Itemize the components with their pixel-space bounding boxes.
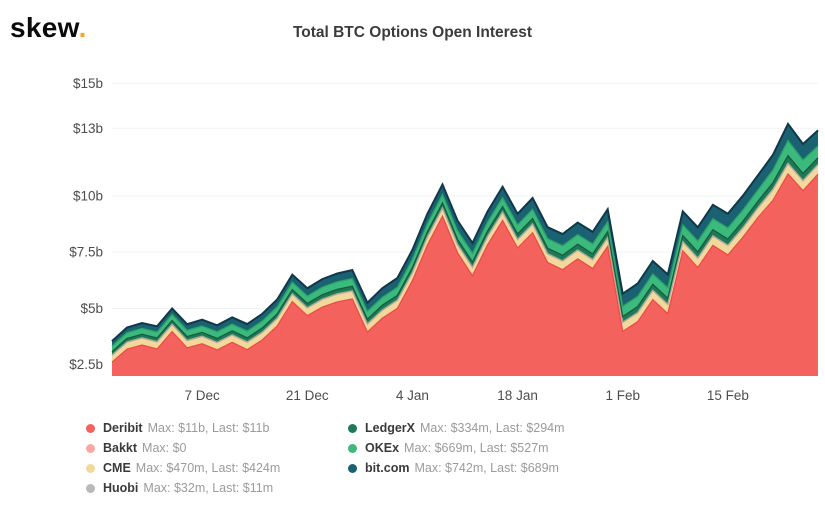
logo-text: skew <box>10 12 79 43</box>
legend-series-name: Huobi <box>103 481 139 495</box>
legend-series-stats: Max: $11b, Last: $11b <box>147 421 270 435</box>
logo-dot: . <box>78 12 87 43</box>
y-axis-tick-label: $13b <box>73 121 103 136</box>
legend-series-stats: Max: $669m, Last: $527m <box>404 441 549 455</box>
legend-series-name: bit.com <box>365 461 410 475</box>
edge-huobi <box>111 162 819 356</box>
x-axis-tick-label: 18 Jan <box>497 388 538 403</box>
legend-column-1: Deribit Max: $11b, Last: $11b Bakkt Max: $0… <box>86 420 348 496</box>
legend-item-cme[interactable]: CME Max: $470m, Last: $424m <box>86 460 348 476</box>
legend-series-name: CME <box>103 461 131 475</box>
edge-ledgerx <box>111 154 819 353</box>
edge-bit.com <box>111 121 819 342</box>
legend-item-okex[interactable]: OKEx Max: $669m, Last: $527m <box>348 440 565 456</box>
chart-title: Total BTC Options Open Interest <box>292 24 533 41</box>
x-axis-tick-label: 21 Dec <box>286 388 329 403</box>
legend-swatch-icon <box>86 443 95 453</box>
legend-swatch-icon <box>86 423 95 433</box>
legend: Deribit Max: $11b, Last: $11b Bakkt Max: $0… <box>0 410 825 496</box>
x-axis-tick-label: 4 Jan <box>396 388 429 403</box>
legend-item-deribit[interactable]: Deribit Max: $11b, Last: $11b <box>86 420 348 436</box>
legend-series-name: OKEx <box>365 441 400 455</box>
y-axis-tick-label: $5b <box>80 301 103 316</box>
legend-column-2: LedgerX Max: $334m, Last: $294m OKEx Max: $… <box>348 420 565 496</box>
x-axis-tick-label: 1 Feb <box>605 388 640 403</box>
legend-item-huobi[interactable]: Huobi Max: $32m, Last: $11m <box>86 480 348 496</box>
area-deribit <box>112 174 818 376</box>
legend-series-name: Bakkt <box>103 441 138 455</box>
x-axis-tick-label: 7 Dec <box>184 388 220 403</box>
legend-swatch-icon <box>86 463 95 473</box>
y-axis-tick-label: $7.5b <box>69 245 103 260</box>
legend-series-name: LedgerX <box>365 421 416 435</box>
skew-logo[interactable]: skew. <box>10 12 87 44</box>
x-axis-tick-label: 15 Feb <box>707 388 749 403</box>
y-axis-tick-label: $10b <box>73 188 103 203</box>
legend-series-stats: Max: $334m, Last: $294m <box>420 421 565 435</box>
y-axis-tick-label: $15b <box>73 76 103 91</box>
legend-series-name: Deribit <box>103 421 143 435</box>
legend-series-stats: Max: $32m, Last: $11m <box>143 481 274 495</box>
legend-series-stats: Max: $470m, Last: $424m <box>135 461 281 475</box>
legend-swatch-icon <box>348 423 357 433</box>
y-axis-tick-label: $2.5b <box>69 357 103 372</box>
chart-area: $2.5b $5b $7.5b $10b $13b $15b 7 Dec 21 Dec 4 Ja… <box>0 58 825 410</box>
header: skew. Total BTC Options Open Interest <box>0 0 825 58</box>
legend-series-stats: Max: $0 <box>142 441 187 455</box>
legend-item-ledgerx[interactable]: LedgerX Max: $334m, Last: $294m <box>348 420 565 436</box>
legend-item-bakkt[interactable]: Bakkt Max: $0 <box>86 440 348 456</box>
legend-swatch-icon <box>348 443 357 453</box>
edge-okex <box>111 139 819 347</box>
chart-svg: $2.5b $5b $7.5b $10b $13b $15b 7 Dec 21 Dec 4 Ja… <box>69 76 819 403</box>
edge-deribit <box>111 172 819 363</box>
legend-swatch-icon <box>348 463 357 473</box>
legend-swatch-icon <box>86 483 95 493</box>
legend-series-stats: Max: $742m, Last: $689m <box>414 461 559 475</box>
legend-item-bit-com[interactable]: bit.com Max: $742m, Last: $689m <box>348 460 565 476</box>
